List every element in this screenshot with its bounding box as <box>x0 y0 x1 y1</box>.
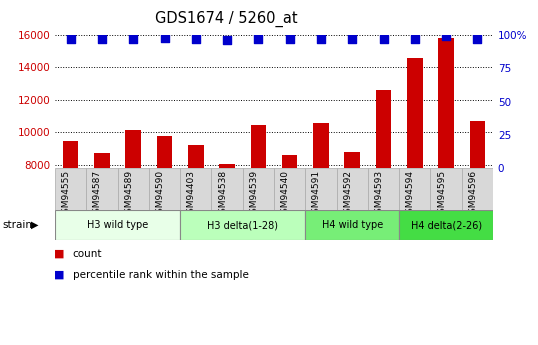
Text: GSM94540: GSM94540 <box>281 170 289 219</box>
Text: GSM94591: GSM94591 <box>312 170 321 219</box>
Text: H4 delta(2-26): H4 delta(2-26) <box>410 220 482 230</box>
Text: GSM94403: GSM94403 <box>187 170 196 219</box>
Text: H4 wild type: H4 wild type <box>322 220 383 230</box>
Point <box>348 36 357 42</box>
Text: percentile rank within the sample: percentile rank within the sample <box>73 269 249 279</box>
Bar <box>86 168 118 210</box>
Text: GSM94539: GSM94539 <box>249 170 258 219</box>
Bar <box>274 168 305 210</box>
Bar <box>55 168 86 210</box>
Bar <box>125 130 141 295</box>
Bar <box>462 168 493 210</box>
Bar <box>305 168 337 210</box>
Bar <box>368 168 399 210</box>
Bar <box>94 154 110 295</box>
Point <box>129 36 138 42</box>
Bar <box>55 210 180 240</box>
Text: GSM94596: GSM94596 <box>469 170 477 219</box>
Text: GSM94589: GSM94589 <box>124 170 133 219</box>
Point <box>473 36 482 42</box>
Bar <box>305 210 399 240</box>
Bar <box>149 168 180 210</box>
Bar <box>470 121 485 295</box>
Bar <box>220 164 235 295</box>
Bar <box>157 136 172 295</box>
Bar <box>282 155 298 295</box>
Text: ■: ■ <box>54 249 65 259</box>
Text: GSM94590: GSM94590 <box>155 170 165 219</box>
Text: GSM94593: GSM94593 <box>374 170 384 219</box>
Text: GSM94595: GSM94595 <box>437 170 446 219</box>
Text: GSM94587: GSM94587 <box>93 170 102 219</box>
Text: H3 delta(1-28): H3 delta(1-28) <box>207 220 278 230</box>
Text: GSM94592: GSM94592 <box>343 170 352 219</box>
Text: GDS1674 / 5260_at: GDS1674 / 5260_at <box>154 10 298 27</box>
Bar <box>337 168 368 210</box>
Point <box>66 36 75 42</box>
Bar <box>243 168 274 210</box>
Bar <box>376 90 391 295</box>
Bar <box>313 122 329 295</box>
Text: GSM94555: GSM94555 <box>62 170 70 219</box>
Point <box>97 36 106 42</box>
Bar <box>430 168 462 210</box>
Bar <box>438 38 454 295</box>
Bar <box>344 152 360 295</box>
Text: GSM94594: GSM94594 <box>406 170 415 219</box>
Point <box>160 35 169 40</box>
Bar <box>211 168 243 210</box>
Point <box>317 36 325 42</box>
Text: strain: strain <box>3 220 33 230</box>
Point <box>410 36 419 42</box>
Text: ▶: ▶ <box>31 220 39 230</box>
Bar <box>407 58 423 295</box>
Bar <box>188 145 203 295</box>
Bar <box>118 168 149 210</box>
Point <box>254 36 263 42</box>
Bar <box>63 141 79 295</box>
Bar <box>399 210 493 240</box>
Bar <box>251 125 266 295</box>
Point <box>192 36 200 42</box>
Point <box>285 36 294 42</box>
Point <box>379 36 388 42</box>
Bar <box>180 168 211 210</box>
Text: count: count <box>73 249 102 259</box>
Text: H3 wild type: H3 wild type <box>87 220 148 230</box>
Bar <box>399 168 430 210</box>
Text: ■: ■ <box>54 269 65 279</box>
Point <box>442 33 450 39</box>
Point <box>223 38 231 43</box>
Bar <box>180 210 305 240</box>
Text: GSM94538: GSM94538 <box>218 170 227 219</box>
